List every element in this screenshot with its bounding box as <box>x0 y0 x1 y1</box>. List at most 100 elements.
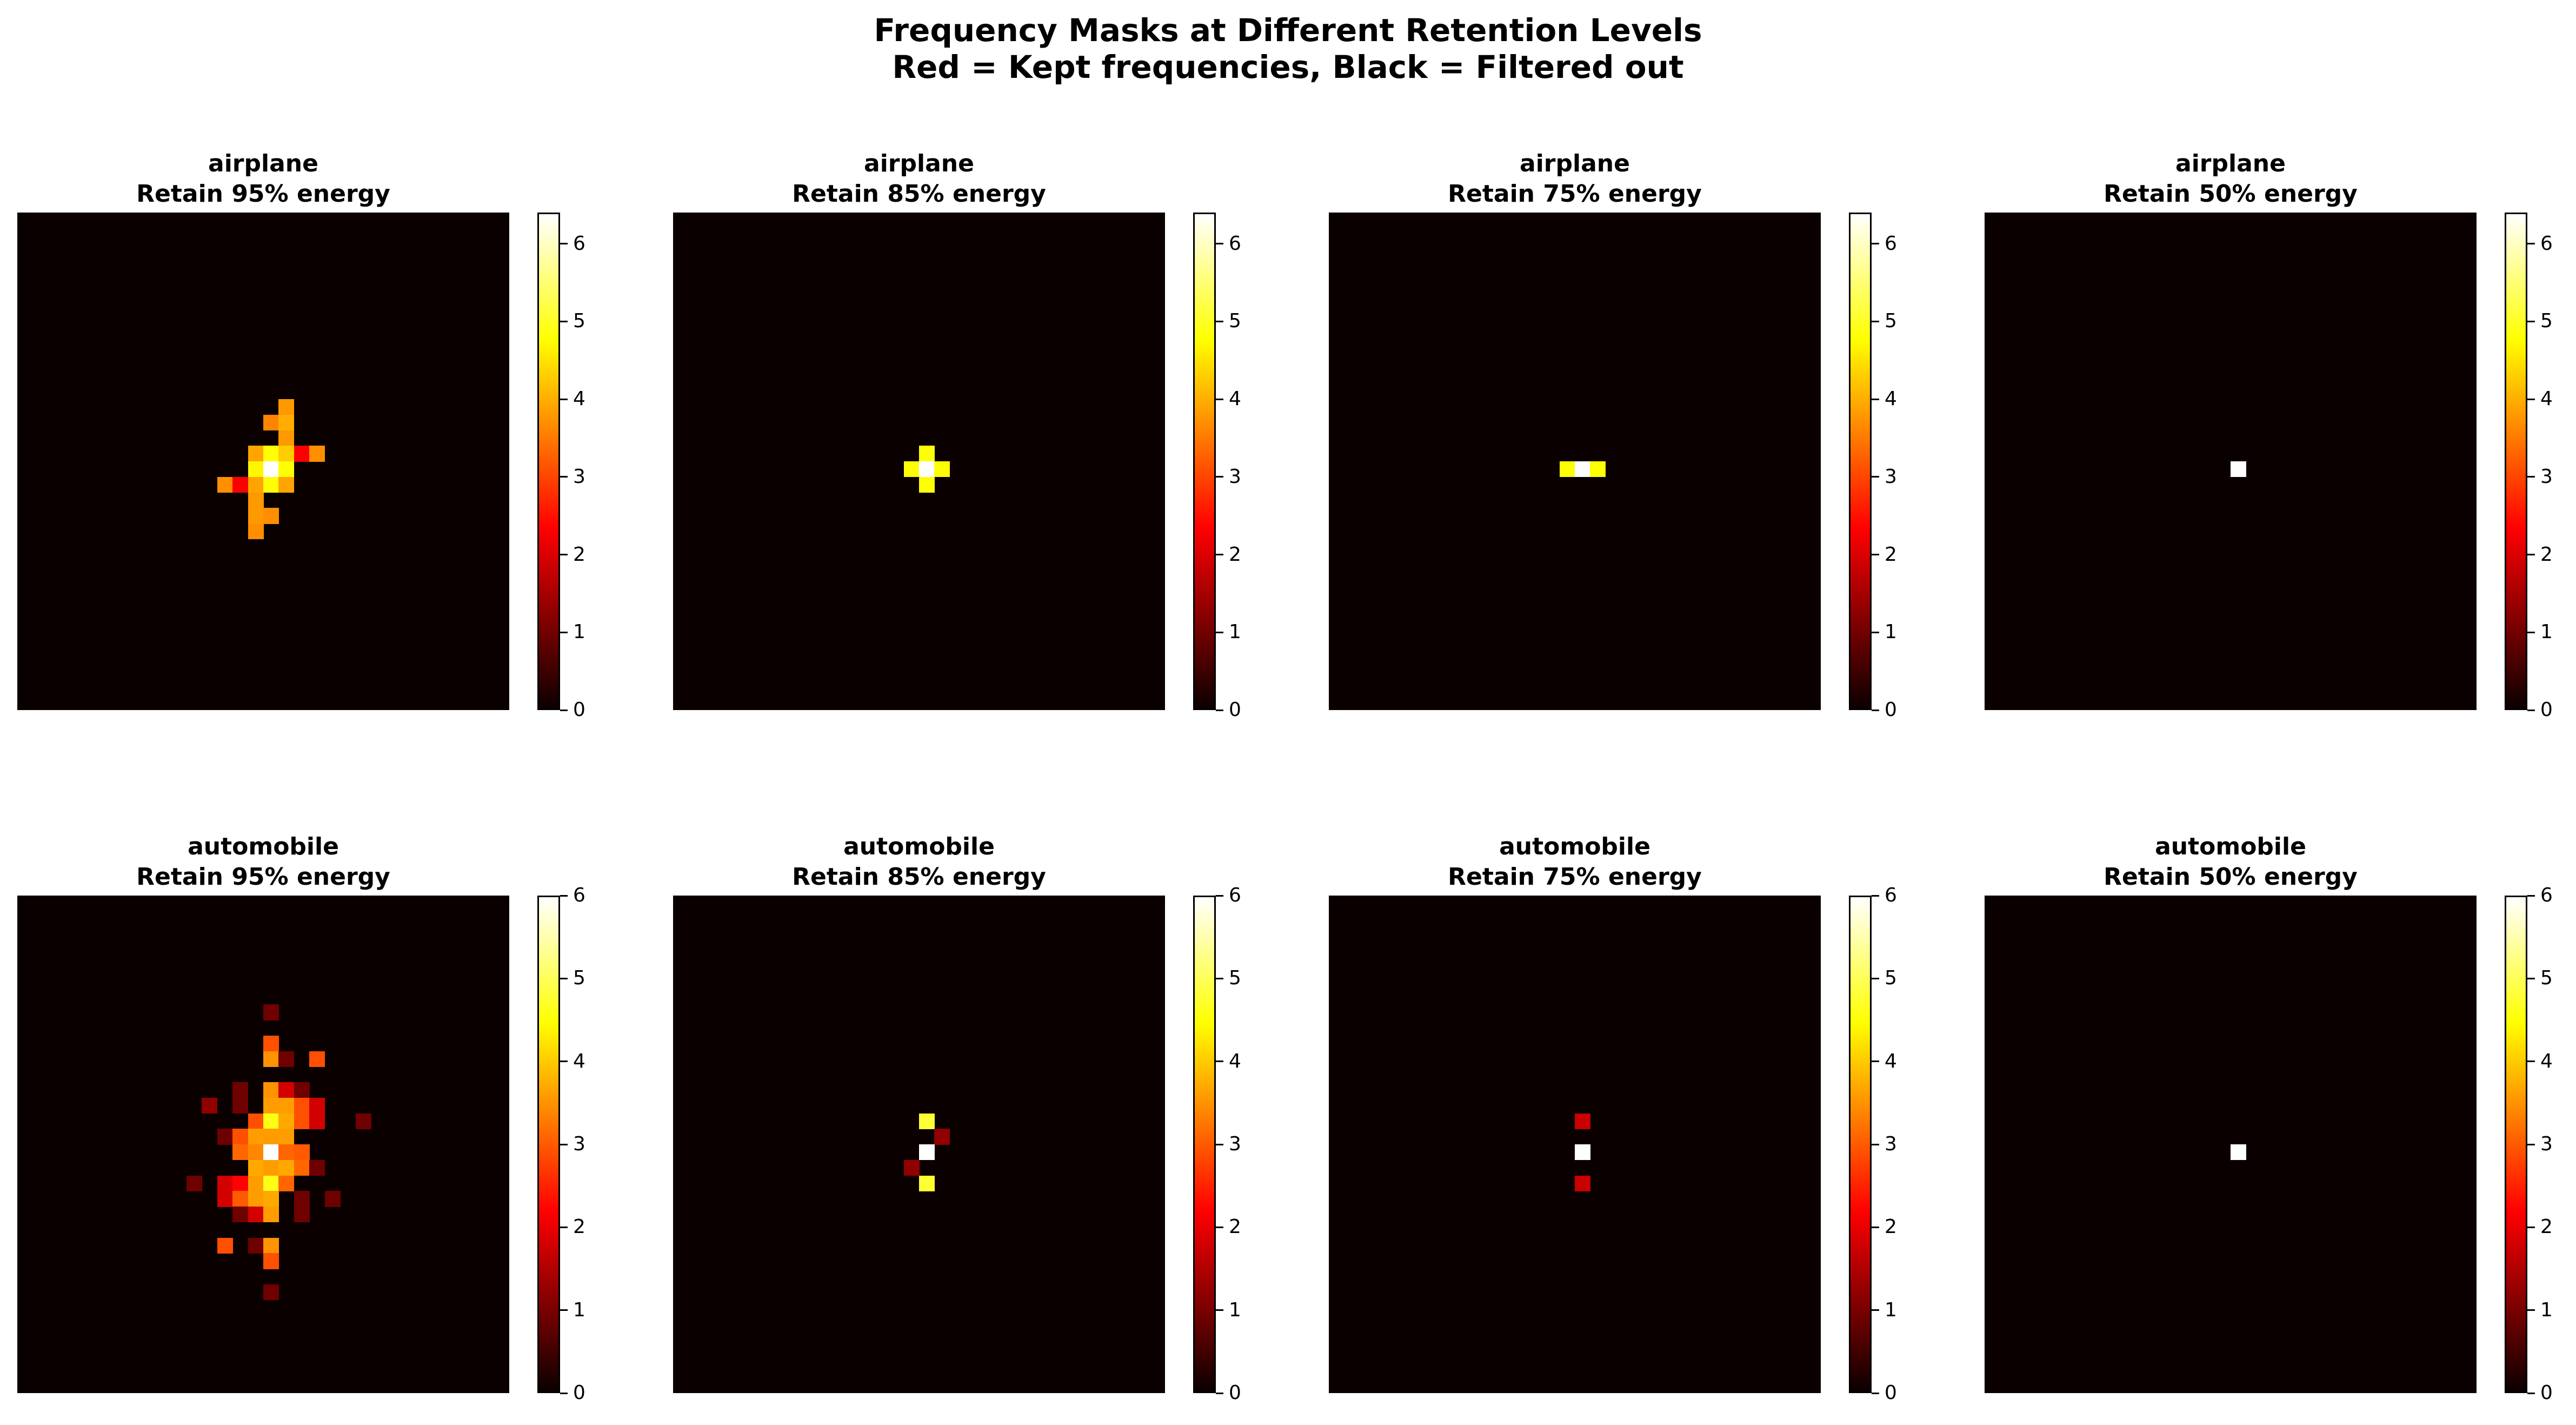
panel-title-retention: Retain 85% energy <box>792 863 1046 891</box>
heatmap-cell <box>294 1113 310 1129</box>
colorbar-tick-label: 0 <box>573 699 585 721</box>
heatmap-automobile-95 <box>17 896 509 1393</box>
heatmap-cell <box>294 1144 310 1161</box>
heatmap-cell <box>217 1237 233 1254</box>
heatmap-cell <box>934 461 950 478</box>
colorbar-tick <box>560 894 568 897</box>
colorbar-tick-label: 0 <box>1229 699 1241 721</box>
colorbar-tick <box>2527 320 2535 322</box>
heatmap-cell <box>309 1113 325 1129</box>
colorbar-tick-label: 3 <box>2540 1133 2553 1155</box>
heatmap-cell <box>324 1191 341 1207</box>
heatmap-cell <box>1575 461 1590 478</box>
heatmap-cell <box>278 1113 295 1129</box>
panel-title-class: airplane <box>208 150 318 177</box>
heatmap-cell <box>248 1129 264 1145</box>
colorbar-tick-label: 3 <box>573 1133 585 1155</box>
heatmap-cell <box>248 508 264 524</box>
panel-title-automobile-75: automobile Retain 75% energy <box>1329 832 1821 892</box>
colorbar-tick <box>560 1061 568 1063</box>
colorbar-tick-label: 4 <box>573 1050 585 1072</box>
colorbar-tick <box>1216 1226 1223 1228</box>
colorbar-tick-label: 5 <box>1229 967 1241 990</box>
panel-title-automobile-95: automobile Retain 95% energy <box>17 832 509 892</box>
heatmap-cell <box>217 1129 233 1145</box>
heatmap-cell <box>263 461 279 478</box>
colorbar-tick <box>2527 894 2535 897</box>
colorbar-tick <box>560 243 568 244</box>
colorbar-tick <box>1216 398 1223 400</box>
colorbar-tick <box>2527 398 2535 400</box>
panel-title-class: airplane <box>2175 150 2286 177</box>
heatmap-cell <box>919 1144 935 1161</box>
colorbar-tick <box>2527 1061 2535 1063</box>
panel-title-airplane-95: airplane Retain 95% energy <box>17 149 509 209</box>
heatmap-cell <box>248 1144 264 1161</box>
colorbar-tick <box>560 476 568 478</box>
colorbar-tick-label: 2 <box>1885 543 1897 566</box>
colorbar-tick <box>1216 631 1223 633</box>
heatmap-cell <box>263 1144 279 1161</box>
colorbar-tick <box>1216 1309 1223 1311</box>
panel-title-automobile-85: automobile Retain 85% energy <box>673 832 1165 892</box>
colorbar-tick <box>1872 243 1879 244</box>
panel-title-airplane-85: airplane Retain 85% energy <box>673 149 1165 209</box>
heatmap-cell <box>294 1082 310 1098</box>
heatmap-cell <box>263 1113 279 1129</box>
heatmap-cell <box>263 1191 279 1207</box>
heatmap-cell <box>278 1159 295 1176</box>
heatmap-cell <box>2231 1144 2246 1161</box>
colorbar-tick-label: 6 <box>2540 232 2553 255</box>
heatmap-cell <box>1575 1175 1590 1191</box>
heatmap-cell <box>248 476 264 493</box>
colorbar-tick-label: 5 <box>573 310 585 333</box>
colorbar-tick <box>2527 476 2535 478</box>
colorbar-tick <box>2527 1392 2535 1394</box>
colorbar-tick <box>2527 243 2535 244</box>
heatmap-cell <box>263 414 279 430</box>
colorbar-tick-label: 3 <box>573 465 585 488</box>
heatmap-cell <box>263 1004 279 1020</box>
colorbar-tick <box>560 977 568 979</box>
colorbar-tick-label: 6 <box>573 884 585 906</box>
heatmap-cell <box>919 1113 935 1129</box>
panel-title-class: automobile <box>843 833 995 860</box>
colorbar-tick-label: 6 <box>1885 884 1897 906</box>
colorbar-tick <box>560 1309 568 1311</box>
colorbar-automobile-85 <box>1193 896 1216 1393</box>
heatmap-cell <box>263 1129 279 1145</box>
colorbar-tick-label: 1 <box>1229 1298 1241 1321</box>
colorbar-tick-label: 2 <box>573 1216 585 1238</box>
heatmap-cell <box>294 1207 310 1223</box>
heatmap-cell <box>263 1284 279 1300</box>
colorbar-tick-label: 4 <box>1885 1050 1897 1072</box>
heatmap-cell <box>919 446 935 462</box>
heatmap-airplane-95 <box>17 213 509 710</box>
colorbar-tick <box>560 1226 568 1228</box>
colorbar-tick <box>1872 320 1879 322</box>
heatmap-cell <box>248 1113 264 1129</box>
heatmap-cell <box>263 1051 279 1067</box>
colorbar-tick <box>1872 709 1879 711</box>
colorbar-tick <box>1872 1061 1879 1063</box>
colorbar-tick-label: 1 <box>1229 621 1241 644</box>
heatmap-cell <box>934 1129 950 1145</box>
heatmap-cell <box>263 1237 279 1254</box>
heatmap-cell <box>217 1191 233 1207</box>
colorbar-tick <box>2527 709 2535 711</box>
colorbar-tick <box>560 631 568 633</box>
panel-title-class: airplane <box>1520 150 1630 177</box>
heatmap-cell <box>248 523 264 540</box>
figure-suptitle: Frequency Masks at Different Retention L… <box>0 12 2576 85</box>
heatmap-cell <box>248 446 264 462</box>
colorbar-tick-label: 6 <box>1885 232 1897 255</box>
colorbar-tick <box>560 709 568 711</box>
heatmap-cell <box>903 1159 920 1176</box>
colorbar-tick <box>1216 476 1223 478</box>
panel-title-class: airplane <box>864 150 974 177</box>
colorbar-tick <box>2527 1226 2535 1228</box>
colorbar-tick-label: 4 <box>2540 388 2553 410</box>
colorbar-tick-label: 1 <box>2540 1298 2553 1321</box>
heatmap-cell <box>232 1207 249 1223</box>
